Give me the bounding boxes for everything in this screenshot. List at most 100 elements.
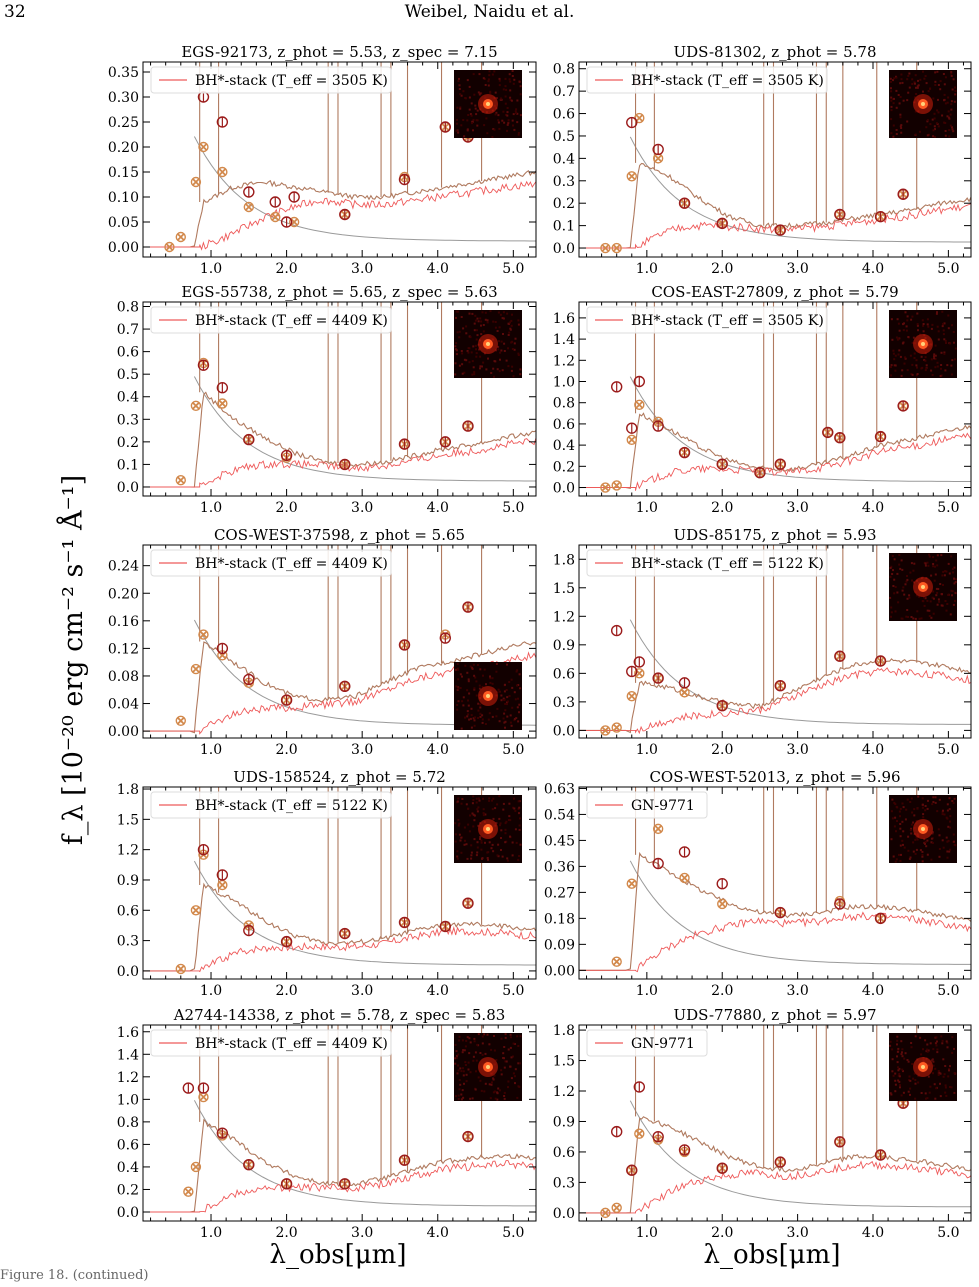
y-tick-label: 0.35	[108, 65, 139, 81]
photometry-point	[216, 116, 229, 128]
y-tick-label: 0.09	[544, 937, 575, 953]
x-tick-label: 2.0	[275, 1225, 297, 1241]
photometry-point	[398, 639, 411, 651]
page-number: 32	[4, 2, 26, 22]
model-spectrum-line	[143, 391, 536, 488]
x-tick-label: 5.0	[502, 742, 524, 758]
bh-stack-line	[143, 180, 536, 251]
model-photometry-marker	[190, 400, 202, 411]
legend-label: BH*-stack (T_eff = 4409 K)	[195, 1036, 388, 1052]
y-tick-label: 0.15	[108, 165, 139, 181]
model-spectrum-line	[143, 169, 536, 248]
galaxy-cutout-image	[454, 70, 522, 138]
y-tick-label: 0.9	[553, 1114, 575, 1130]
x-tick-label: 4.0	[862, 742, 884, 758]
panel-frame	[142, 786, 537, 980]
y-tick-label: 0.6	[553, 107, 575, 123]
model-photometry-marker	[270, 211, 281, 223]
x-tick-label: 3.0	[786, 1225, 808, 1241]
y-tick-label: 1.6	[117, 1025, 139, 1041]
panel-title: EGS-55738, z_phot = 5.65, z_spec = 5.63	[181, 283, 497, 301]
y-tick-label: 0.0	[553, 481, 575, 497]
model-photometry-marker	[634, 399, 645, 411]
model-photometry-marker	[634, 1128, 645, 1139]
panel-title: UDS-77880, z_phot = 5.97	[673, 1006, 876, 1024]
y-tick-label: 0.0	[117, 480, 139, 496]
galaxy-cutout-image	[889, 795, 957, 863]
galaxy-component-line	[629, 860, 971, 965]
photometry-point	[633, 1081, 646, 1093]
x-tick-label: 5.0	[502, 261, 524, 277]
bh-stack-line	[143, 925, 536, 973]
legend: BH*-stack (T_eff = 4409 K)	[150, 549, 392, 577]
model-photometry-marker	[183, 1186, 194, 1197]
y-tick-label: 0.6	[117, 1137, 139, 1153]
photometry-point	[398, 438, 411, 450]
model-photometry-marker	[626, 171, 637, 182]
y-tick-label: 0.16	[108, 614, 139, 630]
photometry-point	[774, 680, 786, 692]
x-tick-label: 5.0	[502, 983, 524, 999]
y-tick-label: 0.5	[117, 367, 139, 383]
y-tick-label: 0.00	[544, 963, 575, 979]
y-tick-label: 1.5	[117, 812, 139, 828]
photometry-point	[716, 878, 728, 890]
model-photometry-marker	[679, 687, 690, 698]
x-tick-label: 3.0	[351, 983, 373, 999]
x-tick-label: 4.0	[427, 500, 449, 516]
photometry-point	[754, 466, 766, 479]
x-tick-label: 2.0	[275, 500, 297, 516]
galaxy-cutout-image	[889, 553, 957, 621]
galaxy-cutout-image	[454, 795, 522, 863]
bh-stack-line	[579, 432, 971, 491]
y-tick-label: 0.6	[117, 903, 139, 919]
photometry-point	[439, 920, 452, 933]
x-tick-label: 4.0	[862, 983, 884, 999]
y-tick-label: 0.6	[117, 345, 139, 361]
galaxy-component-line	[629, 376, 971, 482]
model-photometry-marker	[190, 1161, 202, 1173]
model-photometry-marker	[175, 475, 186, 486]
x-tick-label: 4.0	[427, 742, 449, 758]
photometry-point	[897, 188, 909, 200]
x-tick-label: 5.0	[502, 1225, 524, 1241]
photometry-point	[610, 381, 623, 393]
panel-frame	[142, 544, 537, 739]
galaxy-component-line	[629, 1100, 971, 1208]
photometry-point	[716, 217, 728, 230]
spectrum-panel: 1.0 2.0 3.0 4.0 5.0 0.0 0.1 0.2 0.3 0.4 0.5 0.6 0.7 0…	[553, 43, 972, 277]
model-photometry-marker	[626, 878, 637, 889]
y-tick-label: 0.63	[544, 781, 575, 797]
y-tick-label: 1.8	[117, 782, 139, 798]
y-axis-label: f_λ [10⁻²⁰ erg cm⁻² s⁻¹ Å⁻¹]	[56, 475, 89, 845]
y-tick-label: 0.2	[117, 435, 139, 451]
x-tick-label: 1.0	[200, 1225, 222, 1241]
legend-label: BH*-stack (T_eff = 3505 K)	[631, 313, 824, 329]
y-tick-label: 0.8	[553, 62, 575, 78]
x-tick-label: 5.0	[502, 500, 524, 516]
y-tick-label: 0.8	[117, 1115, 139, 1131]
photometry-point	[216, 1127, 229, 1139]
model-photometry-marker	[190, 663, 202, 675]
model-photometry-marker	[717, 898, 728, 910]
photometry-point	[216, 869, 229, 881]
photometry-point	[243, 433, 255, 446]
x-tick-label: 5.0	[937, 261, 959, 277]
x-tick-label: 2.0	[711, 983, 733, 999]
bh-stack-line	[143, 1160, 536, 1213]
x-tick-label: 1.0	[200, 983, 222, 999]
y-tick-label: 1.8	[553, 552, 575, 568]
x-tick-label: 2.0	[711, 500, 733, 516]
photometry-point	[398, 916, 411, 929]
legend-label: BH*-stack (T_eff = 5122 K)	[195, 798, 388, 814]
x-tick-label: 2.0	[711, 1225, 733, 1241]
y-tick-label: 0.3	[117, 934, 139, 950]
panel-title: EGS-92173, z_phot = 5.53, z_spec = 7.15	[181, 43, 497, 61]
galaxy-cutout-image	[454, 1033, 522, 1101]
y-tick-label: 1.2	[117, 1070, 139, 1086]
photometry-point	[339, 1178, 351, 1190]
y-tick-label: 0.0	[553, 241, 575, 257]
model-photometry-marker	[164, 241, 175, 253]
legend: BH*-stack (T_eff = 3505 K)	[586, 66, 828, 94]
